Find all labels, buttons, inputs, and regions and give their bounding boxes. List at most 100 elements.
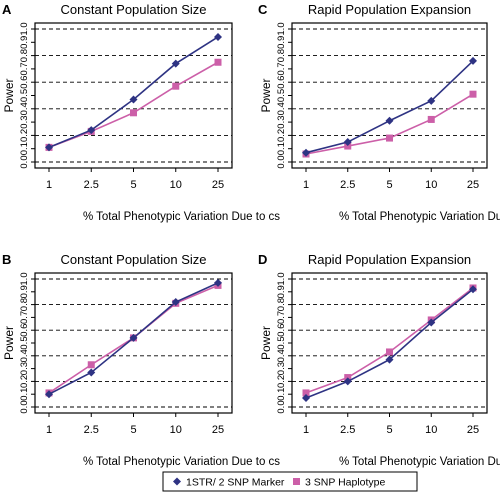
y-tick-label: 0.8 — [19, 298, 30, 311]
data-point-square — [87, 361, 95, 369]
y-tick-label: 0.2 — [276, 129, 287, 142]
data-point-diamond — [129, 333, 138, 342]
x-tick-label: 5 — [386, 424, 392, 436]
data-point-diamond — [302, 394, 310, 403]
panel-label: B — [2, 252, 11, 267]
data-point-square — [302, 389, 310, 397]
x-tick-label: 10 — [425, 179, 437, 191]
x-axis-label: % Total Phenotypic Variation Due to cs — [83, 456, 280, 468]
x-tick-label: 5 — [386, 179, 392, 191]
chart-panel-d: D Rapid Population Expansion0.00.10.20.30… — [258, 252, 500, 468]
y-axis-label: Power — [2, 78, 16, 112]
series-line-2 — [305, 287, 474, 394]
y-tick-label: 0.2 — [276, 375, 287, 388]
data-point-diamond — [427, 96, 436, 105]
y-tick-label: 0.1 — [276, 142, 287, 155]
panel-label: A — [2, 2, 12, 17]
x-tick-label: 10 — [170, 179, 182, 191]
y-tick-label: 0.5 — [19, 89, 30, 102]
legend-square-marker — [293, 478, 300, 485]
y-tick-label: 0.9 — [19, 36, 30, 49]
y-tick-label: 0.6 — [276, 76, 287, 89]
x-tick-label: 2.5 — [340, 179, 355, 191]
y-tick-label: 0.4 — [19, 349, 30, 362]
data-point-diamond — [343, 138, 352, 147]
y-tick-label: 0.5 — [19, 336, 30, 349]
y-tick-label: 0.8 — [276, 298, 287, 311]
data-point-square — [469, 90, 477, 98]
y-tick-label: 1.0 — [19, 272, 30, 285]
x-tick-label: 2.5 — [84, 179, 99, 191]
y-tick-label: 0.7 — [276, 311, 287, 324]
data-point-diamond — [343, 377, 352, 386]
y-tick-label: 0.3 — [276, 362, 287, 375]
chart-title: Constant Population Size — [61, 2, 207, 17]
data-point-diamond — [45, 143, 53, 152]
plot-frame — [291, 22, 488, 169]
y-tick-label: 0.2 — [19, 375, 30, 388]
data-point-diamond — [302, 148, 310, 157]
data-point-square — [386, 134, 393, 142]
legend-box — [162, 471, 418, 492]
y-tick-label: 0.0 — [19, 400, 30, 413]
y-tick-label: 0.9 — [276, 285, 287, 298]
panels: A Constant Population Size0.00.10.20.30.4… — [2, 2, 500, 468]
data-point-square — [214, 58, 222, 66]
y-tick-label: 0.5 — [276, 89, 287, 102]
y-tick-label: 0.3 — [19, 115, 30, 128]
data-point-diamond — [171, 59, 180, 68]
x-axis-label: % Total Phenotypic Variation Due to cs — [339, 211, 500, 223]
y-tick-label: 0.7 — [276, 62, 287, 75]
y-tick-label: 0.4 — [19, 102, 30, 115]
y-axis-label: Power — [259, 326, 273, 360]
chart-panel-c: C Rapid Population Expansion0.00.10.20.30… — [258, 2, 500, 223]
x-tick-label: 1 — [303, 179, 309, 191]
data-point-diamond — [214, 278, 222, 287]
x-tick-label: 1 — [303, 424, 309, 436]
x-tick-label: 2.5 — [84, 424, 99, 436]
series-line-1 — [48, 36, 219, 149]
y-tick-label: 0.8 — [19, 49, 30, 62]
chart-panel-a: A Constant Population Size 0.00.10.20.30.4… — [2, 2, 280, 223]
y-axis-label: Power — [2, 326, 16, 360]
data-point-diamond — [129, 95, 138, 104]
y-tick-label: 0.9 — [276, 36, 287, 49]
y-tick-label: 0.7 — [19, 311, 30, 324]
y-tick-label: 0.1 — [276, 388, 287, 401]
y-tick-label: 0.0 — [276, 155, 287, 168]
y-tick-label: 0.1 — [19, 142, 30, 155]
chart-panel-b: B Constant Population Size 0.00.10.20.30.4… — [2, 252, 280, 468]
legend-label-series-2: 3 SNP Haplotype — [305, 477, 386, 489]
legend-label-series-1: 1STR/ 2 SNP Marker — [186, 477, 285, 489]
y-tick-label: 0.8 — [276, 49, 287, 62]
legend: 1STR/ 2 SNP Marker 3 SNP Haplotype — [162, 471, 418, 492]
y-tick-label: 0.9 — [19, 285, 30, 298]
y-tick-label: 0.4 — [276, 102, 287, 115]
y-tick-label: 1.0 — [19, 22, 30, 35]
x-tick-label: 5 — [130, 424, 136, 436]
chart-title: Rapid Population Expansion — [308, 2, 471, 17]
data-point-diamond — [427, 318, 436, 327]
y-tick-label: 0.2 — [19, 129, 30, 142]
chart-title: Rapid Population Expansion — [308, 252, 471, 267]
chart-title: Constant Population Size — [61, 252, 207, 267]
y-tick-label: 0.1 — [19, 388, 30, 401]
data-point-diamond — [45, 390, 53, 399]
y-axis-label: Power — [259, 78, 273, 112]
y-tick-label: 0.6 — [276, 324, 287, 337]
y-tick-label: 1.0 — [276, 272, 287, 285]
data-point-diamond — [214, 32, 222, 41]
x-axis-label: % Total Phenotypic Variation Due to cs — [83, 211, 280, 223]
x-axis-label: % Total Phenotypic Variation Due to cs — [339, 456, 500, 468]
legend-diamond-marker — [173, 477, 181, 486]
x-tick-label: 25 — [212, 179, 224, 191]
x-tick-label: 5 — [130, 179, 136, 191]
series-line-2 — [48, 61, 219, 149]
x-tick-label: 25 — [467, 179, 479, 191]
y-tick-label: 0.7 — [19, 62, 30, 75]
panel-label: C — [258, 2, 268, 17]
y-tick-label: 0.0 — [19, 155, 30, 168]
data-point-diamond — [87, 126, 96, 135]
x-tick-label: 25 — [467, 424, 479, 436]
